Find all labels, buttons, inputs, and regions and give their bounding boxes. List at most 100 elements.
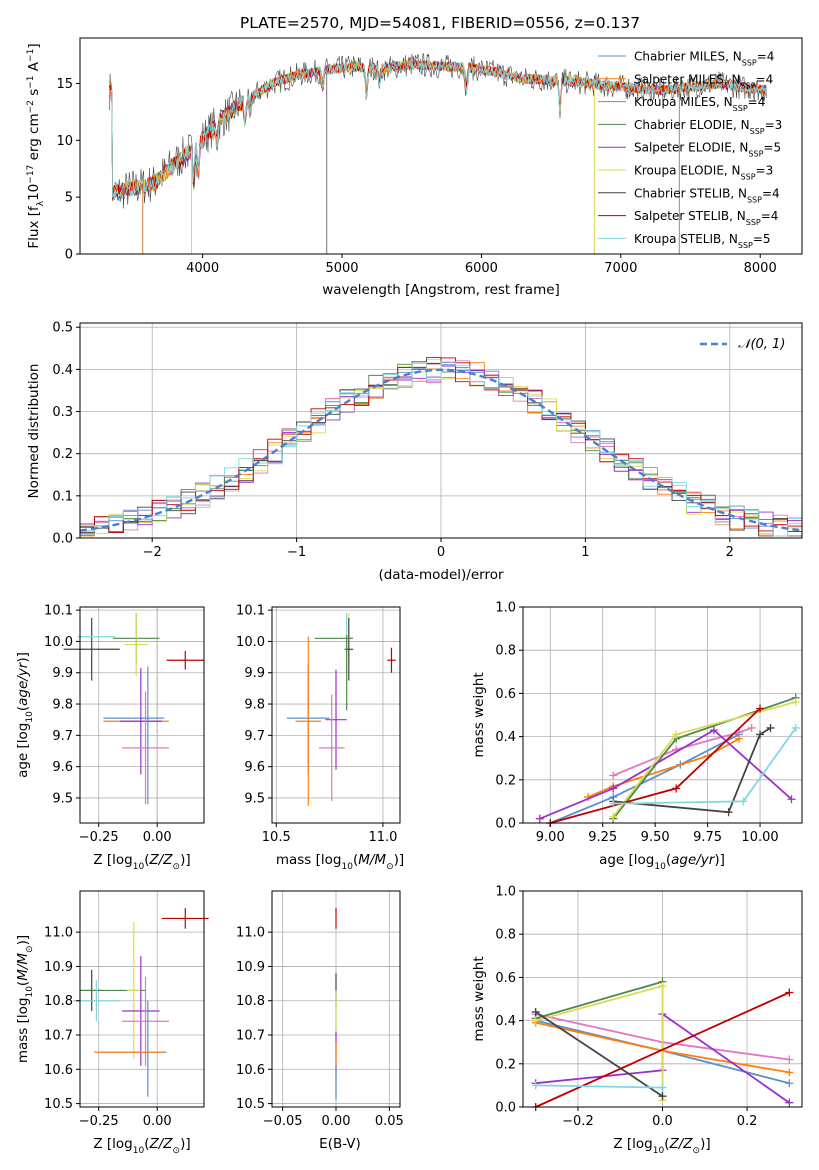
mass-weight-vs-age-plot bbox=[535, 693, 800, 827]
mass-weight-vs-age-xtick-label: 10.00 bbox=[741, 830, 778, 845]
age-vs-Z-ytick-label: 9.7 bbox=[52, 729, 73, 744]
age-vs-mass-ytick-label: 10.1 bbox=[236, 604, 265, 619]
mass-vs-Z-ytick-label: 10.9 bbox=[44, 960, 73, 975]
legend-entry-4: Salpeter ELODIE, NSSP=5 bbox=[634, 141, 781, 159]
residuals-plot bbox=[79, 357, 803, 538]
mass-weight-vs-age-marker bbox=[791, 698, 800, 707]
spectrum-ytick-label: 0 bbox=[65, 248, 73, 263]
legend-entry-0: Chabrier MILES, NSSP=4 bbox=[634, 50, 774, 68]
mass-weight-vs-age-ytick-label: 0.4 bbox=[495, 730, 516, 745]
mass-vs-Z-xtick-label: −0.25 bbox=[79, 1114, 119, 1129]
mass-vs-EBV-xlabel: E(B-V) bbox=[319, 1136, 361, 1152]
mass-weight-vs-age-line-6 bbox=[613, 727, 771, 814]
age-vs-mass-point-9 bbox=[387, 647, 396, 673]
age-vs-Z-xtick-label: 0.00 bbox=[143, 830, 172, 845]
mass-vs-EBV-ytick-label: 10.5 bbox=[236, 1097, 265, 1112]
age-vs-Z-point-0 bbox=[63, 617, 120, 681]
mass-weight-vs-Z-line-7 bbox=[535, 991, 790, 1108]
mass-weight-vs-age-ylabel: mass weight bbox=[471, 672, 487, 757]
age-vs-Z-xtick-label: −0.25 bbox=[79, 830, 119, 845]
age-vs-mass-point-7 bbox=[318, 694, 345, 802]
mass-weight-vs-Z-marker bbox=[785, 1055, 794, 1064]
mass-vs-Z-xtick-label: 0.00 bbox=[143, 1114, 172, 1129]
mass-weight-vs-Z-ytick-label: 0.4 bbox=[495, 1014, 516, 1029]
mass-weight-vs-age-line-5 bbox=[612, 701, 796, 818]
age-vs-mass-xtick-label: 10.5 bbox=[262, 830, 291, 845]
mass-weight-vs-Z-plot bbox=[531, 977, 794, 1111]
spectrum-xtick-label: 8000 bbox=[744, 261, 777, 276]
age-vs-Z-axes: −0.25 0.00 9.5 9.6 9.7 9.8 9.9 10.0 10.1 Z [log10… bbox=[15, 604, 205, 872]
figure-title: PLATE=2570, MJD=54081, FIBERID=0556, z=0… bbox=[240, 14, 640, 32]
mass-weight-vs-age-ytick-label: 0.6 bbox=[495, 687, 516, 702]
age-vs-Z-point-7 bbox=[122, 691, 169, 805]
spectrum-xtick-label: 5000 bbox=[325, 261, 358, 276]
age-vs-Z-ytick-label: 9.9 bbox=[52, 666, 73, 681]
residuals-xtick-label: −1 bbox=[287, 545, 306, 560]
residuals-ytick-label: 0.5 bbox=[52, 321, 73, 336]
mass-weight-vs-Z-line-6 bbox=[535, 1011, 663, 1097]
mass-weight-vs-Z-xlabel: Z [log10(Z/Z⊙)] bbox=[613, 1136, 710, 1156]
mass-vs-EBV-ytick-label: 10.7 bbox=[236, 1029, 265, 1044]
spectrum-xtick-label: 6000 bbox=[465, 261, 498, 276]
residuals-xtick-label: 2 bbox=[726, 545, 734, 560]
mass-weight-vs-Z-ytick-label: 1.0 bbox=[495, 885, 516, 900]
spectrum-plot bbox=[108, 53, 767, 254]
residuals-ytick-label: 0.2 bbox=[52, 447, 73, 462]
mass-weight-vs-age-xtick-label: 9.50 bbox=[641, 830, 670, 845]
age-vs-Z-point-3 bbox=[124, 613, 148, 676]
mass-weight-vs-age-ytick-label: 1.0 bbox=[495, 601, 516, 616]
age-vs-Z-plot bbox=[63, 613, 204, 805]
residuals-xtick-label: 0 bbox=[437, 545, 445, 560]
mass-weight-vs-age-marker bbox=[535, 814, 544, 823]
spectrum-legend: Chabrier MILES, NSSP=4 Salpeter MILES, NS… bbox=[598, 50, 782, 250]
age-vs-mass-ytick-label: 9.5 bbox=[244, 791, 265, 806]
age-vs-Z-ytick-label: 9.5 bbox=[52, 791, 73, 806]
age-vs-mass-point-3 bbox=[344, 617, 354, 681]
mass-weight-vs-age-line-2 bbox=[612, 727, 752, 777]
mass-weight-vs-age-marker bbox=[609, 799, 618, 808]
mass-weight-vs-age-marker bbox=[609, 812, 618, 821]
mass-weight-vs-Z-marker bbox=[531, 1016, 540, 1025]
legend-entry-6: Chabrier STELIB, NSSP=4 bbox=[634, 186, 780, 204]
mass-weight-vs-Z-axes: −0.2 0.0 0.2 0.0 0.2 0.4 0.6 0.8 1.0 mass weight Z… bbox=[471, 885, 803, 1156]
age-vs-mass-xtick-label: 11.0 bbox=[368, 830, 397, 845]
mass-weight-vs-Z-marker bbox=[531, 1081, 540, 1090]
residuals-ytick-label: 0.0 bbox=[52, 532, 73, 547]
age-vs-mass-ytick-label: 9.6 bbox=[244, 760, 265, 775]
residuals-xlabel: (data-model)/error bbox=[378, 567, 504, 583]
residuals-grid bbox=[80, 323, 802, 539]
age-vs-mass-ytick-label: 9.9 bbox=[244, 666, 265, 681]
mass-vs-Z-point-2 bbox=[72, 980, 120, 1022]
mass-weight-vs-age-line-0 bbox=[549, 733, 740, 824]
age-vs-Z-point-9 bbox=[166, 650, 204, 670]
age-vs-Z-ylabel: age [log10(age/yr)] bbox=[15, 652, 35, 778]
mass-vs-EBV-xtick-label: 0.05 bbox=[375, 1114, 404, 1129]
mass-weight-vs-age-marker bbox=[609, 784, 618, 793]
mass-vs-Z-ytick-label: 10.5 bbox=[44, 1097, 73, 1112]
mass-weight-vs-Z-marker bbox=[658, 1083, 667, 1092]
age-vs-Z-ytick-label: 10.1 bbox=[44, 604, 73, 619]
age-vs-mass-frame bbox=[271, 606, 401, 824]
spectrum-line-7 bbox=[108, 58, 767, 201]
age-vs-mass-point-6 bbox=[325, 669, 347, 770]
mass-weight-vs-Z-marker bbox=[785, 988, 794, 997]
mass-vs-EBV-ytick-label: 10.6 bbox=[236, 1063, 265, 1078]
mass-vs-EBV-ytick-label: 11.0 bbox=[236, 926, 265, 941]
mass-vs-Z-xlabel: Z [log10(Z/Z⊙)] bbox=[93, 1136, 190, 1156]
mass-weight-vs-Z-marker bbox=[785, 1068, 794, 1077]
age-vs-Z-frame bbox=[79, 606, 205, 824]
mass-vs-Z-frame bbox=[79, 890, 205, 1108]
mass-weight-vs-age-ytick-label: 0.2 bbox=[495, 773, 516, 788]
mass-weight-vs-age-xlabel: age [log10(age/yr)] bbox=[599, 852, 725, 872]
age-vs-Z-ytick-label: 9.6 bbox=[52, 760, 73, 775]
mass-weight-vs-age-grid bbox=[523, 606, 802, 824]
age-vs-Z-point-6 bbox=[119, 668, 162, 775]
spectrum-xtick-label: 4000 bbox=[186, 261, 219, 276]
legend-entry-8: Kroupa STELIB, NSSP=5 bbox=[634, 232, 771, 250]
age-vs-mass-point-5 bbox=[295, 636, 322, 806]
spectrum-series-group bbox=[108, 53, 767, 254]
residuals-ytick-label: 0.4 bbox=[52, 363, 73, 378]
mass-weight-vs-age-marker bbox=[672, 784, 681, 793]
mass-weight-vs-age-xtick-label: 9.25 bbox=[588, 830, 617, 845]
mass-weight-vs-Z-marker bbox=[785, 1098, 794, 1107]
